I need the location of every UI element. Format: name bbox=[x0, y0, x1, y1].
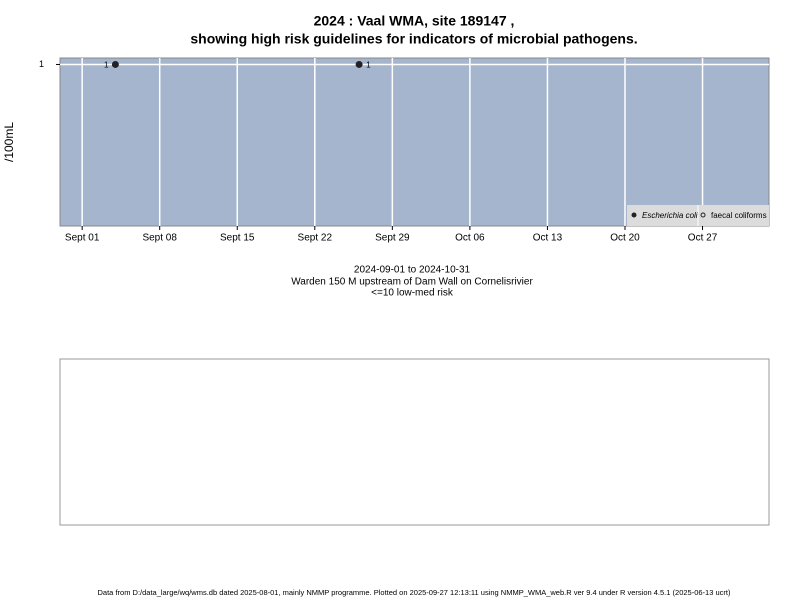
legend-marker bbox=[700, 212, 706, 218]
data-point bbox=[111, 60, 119, 68]
annotation: <=10 low-med risk bbox=[371, 288, 454, 299]
data-point bbox=[355, 60, 363, 68]
chart-subtitle: showing high risk guidelines for indicat… bbox=[190, 31, 637, 47]
data-label: 1 bbox=[366, 61, 371, 70]
legend-label: faecal coliforms bbox=[711, 211, 767, 220]
x-tick-label: Sept 15 bbox=[220, 233, 255, 244]
x-tick-label: Sept 08 bbox=[142, 233, 177, 244]
empty-panel bbox=[59, 358, 770, 526]
x-tick-label: Sept 29 bbox=[375, 233, 410, 244]
legend-marker bbox=[631, 212, 637, 218]
x-tick-label: Oct 13 bbox=[533, 233, 563, 244]
legend-label: Escherichia coli bbox=[642, 211, 698, 220]
annotation: 2024-09-01 to 2024-10-31 bbox=[354, 265, 471, 276]
x-tick-label: Sept 22 bbox=[298, 233, 333, 244]
y-tick-label: 1 bbox=[39, 59, 44, 69]
chart-title: 2024 : Vaal WMA, site 189147 , bbox=[314, 13, 515, 29]
y-axis-label: /100mL bbox=[2, 122, 16, 162]
x-tick-label: Sept 01 bbox=[65, 233, 100, 244]
caption: Data from D:/data_large/wq/wms.db dated … bbox=[98, 588, 731, 597]
x-tick-label: Oct 27 bbox=[688, 233, 718, 244]
data-label: 1 bbox=[104, 61, 109, 70]
plot-background bbox=[59, 57, 770, 227]
x-tick-label: Oct 06 bbox=[455, 233, 485, 244]
annotation: Warden 150 M upstream of Dam Wall on Cor… bbox=[291, 277, 533, 288]
x-tick-label: Oct 20 bbox=[610, 233, 640, 244]
